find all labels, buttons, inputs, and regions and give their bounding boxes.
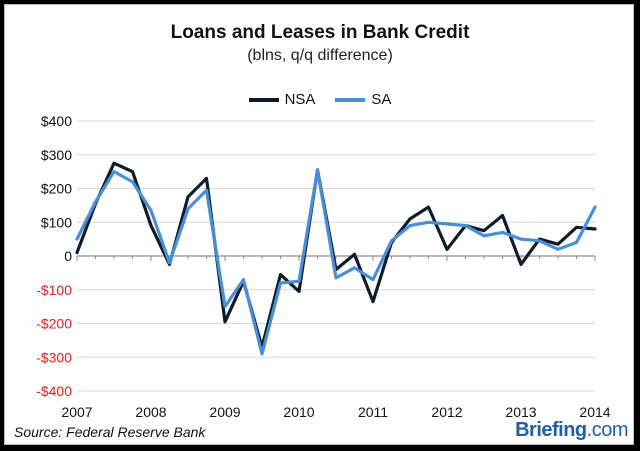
brand-tld: .com: [586, 419, 629, 441]
x-tick-label: 2010: [283, 404, 314, 420]
brand-name: Briefing: [515, 419, 587, 441]
x-tick-label: 2009: [209, 404, 240, 420]
y-tick-label: -$400: [36, 383, 72, 399]
y-tick-label: $400: [41, 113, 72, 129]
chart-frame: [4, 4, 634, 445]
legend-swatch-nsa: [248, 97, 279, 102]
legend-item-nsa[interactable]: NSA: [248, 91, 316, 108]
legend-swatch-sa: [335, 97, 366, 102]
x-tick-label: 2014: [579, 404, 610, 420]
x-tick-label: 2013: [505, 404, 536, 420]
y-tick-label: -$100: [36, 282, 72, 298]
y-tick-label: -$300: [36, 349, 72, 365]
chart-subtitle: (blns, q/q difference): [247, 47, 393, 64]
x-tick-label: 2011: [358, 404, 388, 420]
legend-item-sa[interactable]: SA: [335, 91, 391, 108]
y-tick-label: $100: [41, 214, 72, 230]
y-tick-label: $200: [41, 181, 72, 197]
series-line-sa: [75, 168, 597, 356]
x-tick-label: 2008: [135, 404, 166, 420]
legend-label-nsa: NSA: [284, 91, 316, 108]
chart-title: Loans and Leases in Bank Credit: [170, 22, 470, 43]
x-tick-label: 2012: [431, 404, 462, 420]
y-tick-label: 0: [64, 248, 72, 264]
y-tick-label: $300: [41, 147, 72, 163]
series-line-nsa: [75, 161, 597, 349]
source-note: Source: Federal Reserve Bank: [14, 424, 206, 440]
brand-logo: Briefing.com: [515, 419, 628, 442]
y-tick-label: -$200: [36, 316, 72, 332]
x-tick-label: 2007: [61, 404, 92, 420]
legend-label-sa: SA: [371, 91, 392, 108]
chart-legend: NSA SA: [0, 91, 640, 108]
